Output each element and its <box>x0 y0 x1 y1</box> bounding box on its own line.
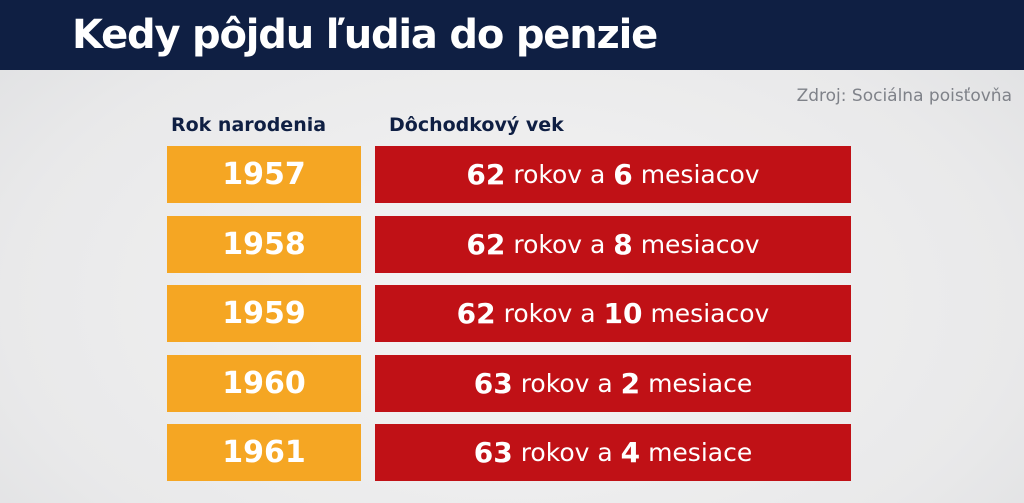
age-months-unit: mesiace <box>648 369 753 398</box>
birth-year-cell: 1961 <box>167 424 361 481</box>
age-years-unit: rokov a <box>520 438 613 467</box>
retirement-age-cell: 63 rokov a 4 mesiace <box>375 424 851 481</box>
age-years-value: 63 <box>473 436 513 469</box>
age-years-unit: rokov a <box>513 160 606 189</box>
age-months-value: 4 <box>620 436 641 469</box>
table-row: 1961 63 rokov a 4 mesiace <box>0 424 1024 481</box>
age-years-value: 62 <box>466 228 506 261</box>
table-row: 1958 62 rokov a 8 mesiacov <box>0 216 1024 273</box>
retirement-age-cell: 63 rokov a 2 mesiace <box>375 355 851 412</box>
table-row: 1957 62 rokov a 6 mesiacov <box>0 146 1024 203</box>
age-years-value: 62 <box>466 158 506 191</box>
age-months-value: 8 <box>613 228 633 261</box>
table-row: 1959 62 rokov a 10 mesiacov <box>0 285 1024 342</box>
age-years-unit: rokov a <box>513 230 606 259</box>
age-months-unit: mesiacov <box>640 230 760 259</box>
retirement-age-cell: 62 rokov a 10 mesiacov <box>375 285 851 342</box>
age-months-unit: mesiacov <box>640 160 760 189</box>
birth-year-cell: 1959 <box>167 285 361 342</box>
retirement-age-cell: 62 rokov a 6 mesiacov <box>375 146 851 203</box>
age-months-unit: mesiace <box>648 438 753 467</box>
age-months-unit: mesiacov <box>650 299 770 328</box>
age-years-value: 63 <box>473 367 513 400</box>
source-note: Zdroj: Sociálna poisťovňa <box>796 86 1012 106</box>
birth-year-cell: 1960 <box>167 355 361 412</box>
age-months-value: 6 <box>613 158 633 191</box>
age-months-value: 2 <box>620 367 641 400</box>
title-bar: Kedy pôjdu ľudia do penzie <box>0 0 1024 70</box>
column-header-birth-year: Rok narodenia <box>171 114 327 136</box>
age-years-value: 62 <box>456 297 496 330</box>
age-months-value: 10 <box>603 297 643 330</box>
age-years-unit: rokov a <box>520 369 613 398</box>
birth-year-cell: 1957 <box>167 146 361 203</box>
retirement-age-cell: 62 rokov a 8 mesiacov <box>375 216 851 273</box>
age-years-unit: rokov a <box>503 299 596 328</box>
birth-year-cell: 1958 <box>167 216 361 273</box>
column-header-retirement-age: Dôchodkový vek <box>389 114 564 136</box>
page-title: Kedy pôjdu ľudia do penzie <box>72 12 658 58</box>
table-row: 1960 63 rokov a 2 mesiace <box>0 355 1024 412</box>
